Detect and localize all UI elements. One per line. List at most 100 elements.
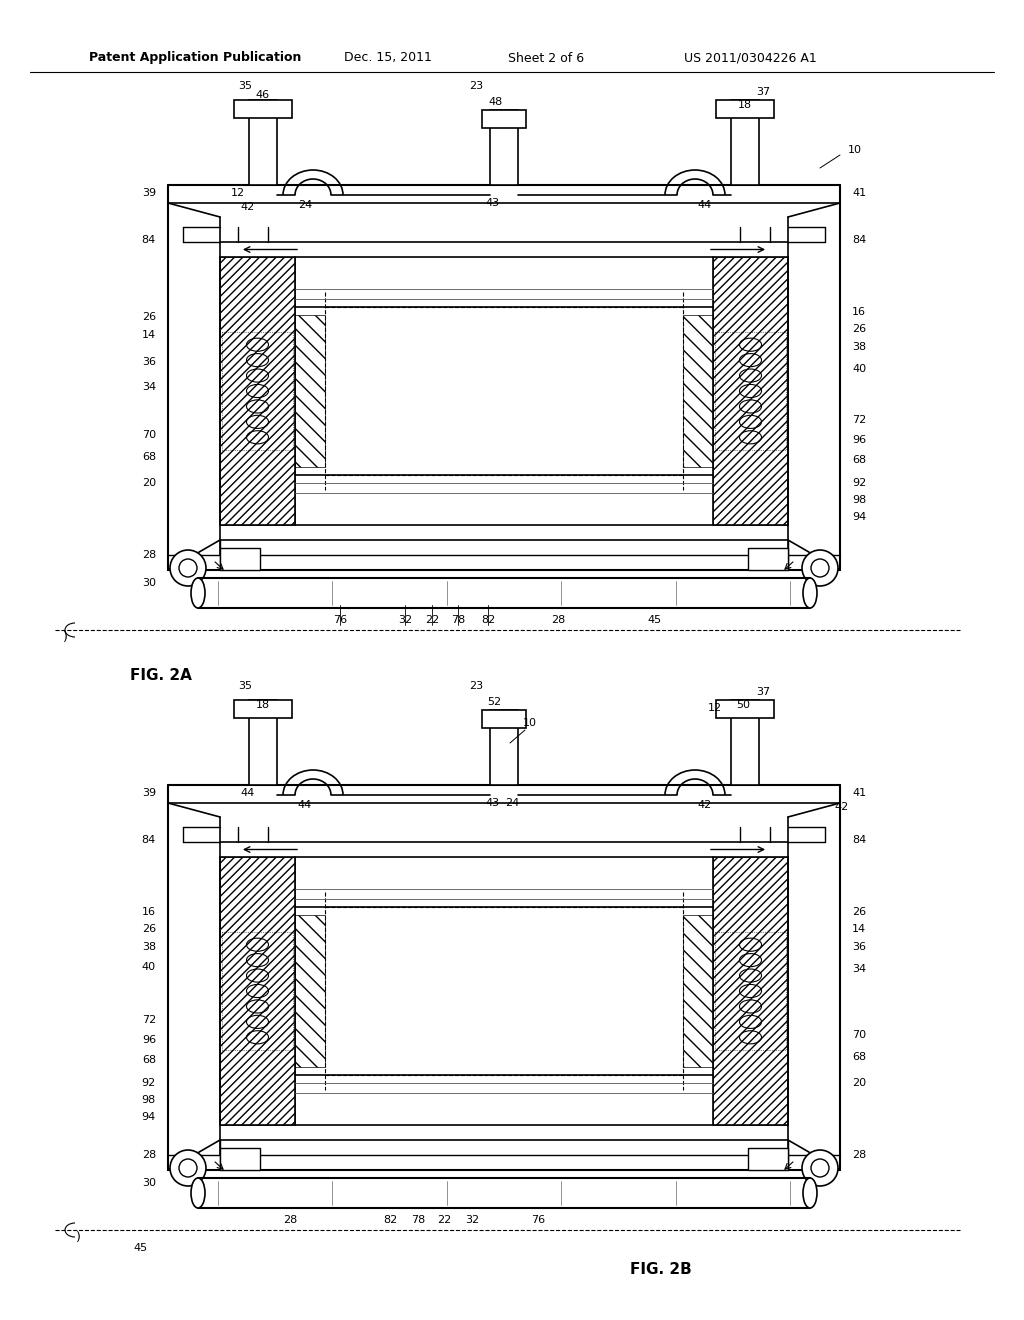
Bar [716, 700, 774, 718]
Bar [715, 932, 786, 1049]
Text: 35: 35 [238, 681, 252, 690]
Text: 44: 44 [698, 201, 712, 210]
Text: 36: 36 [852, 942, 866, 952]
Text: 84: 84 [141, 836, 156, 845]
Text: 94: 94 [141, 1111, 156, 1122]
Text: 84: 84 [852, 235, 866, 246]
Text: 52: 52 [487, 697, 501, 708]
Text: 30: 30 [142, 578, 156, 587]
Text: 45: 45 [648, 615, 663, 624]
Text: 72: 72 [852, 414, 866, 425]
Bar [249, 100, 278, 185]
Text: 35: 35 [238, 81, 252, 91]
Text: 98: 98 [141, 1096, 156, 1105]
Bar [222, 932, 293, 1049]
Text: 28: 28 [141, 1150, 156, 1160]
Text: 94: 94 [852, 512, 866, 521]
Bar [220, 1148, 260, 1170]
Text: 96: 96 [852, 436, 866, 445]
Text: FIG. 2A: FIG. 2A [130, 668, 191, 682]
Bar [490, 710, 518, 785]
Text: 34: 34 [142, 381, 156, 392]
Text: 46: 46 [256, 90, 270, 100]
Bar [295, 915, 325, 1067]
Bar [748, 1148, 788, 1170]
Bar [482, 710, 526, 729]
Text: 76: 76 [530, 1214, 545, 1225]
Text: 72: 72 [141, 1015, 156, 1026]
Text: 44: 44 [298, 800, 312, 810]
Bar [683, 915, 713, 1067]
Ellipse shape [170, 1150, 206, 1185]
Text: 37: 37 [756, 686, 770, 697]
Text: 84: 84 [852, 836, 866, 845]
Text: 23: 23 [469, 81, 483, 91]
Bar [482, 110, 526, 128]
Ellipse shape [802, 550, 838, 586]
Text: 24: 24 [298, 201, 312, 210]
Text: 28: 28 [551, 615, 565, 624]
Text: 78: 78 [451, 615, 465, 624]
Text: 32: 32 [465, 1214, 479, 1225]
Bar [295, 315, 325, 467]
Text: 42: 42 [241, 202, 255, 213]
Text: 82: 82 [383, 1214, 397, 1225]
Text: 42: 42 [698, 800, 712, 810]
Text: 20: 20 [852, 1078, 866, 1088]
Text: 32: 32 [398, 615, 412, 624]
Text: 42: 42 [834, 803, 848, 812]
Text: 39: 39 [142, 187, 156, 198]
Text: 26: 26 [852, 907, 866, 917]
Text: 39: 39 [142, 788, 156, 799]
Text: 22: 22 [425, 615, 439, 624]
Bar [234, 100, 292, 117]
Text: 22: 22 [437, 1214, 452, 1225]
Text: 14: 14 [852, 924, 866, 935]
Text: 28: 28 [283, 1214, 297, 1225]
Text: 20: 20 [142, 478, 156, 488]
Text: 50: 50 [736, 700, 750, 710]
Ellipse shape [191, 578, 205, 609]
Bar [713, 857, 788, 1125]
Ellipse shape [803, 1177, 817, 1208]
Bar [716, 100, 774, 117]
Text: 30: 30 [142, 1177, 156, 1188]
Ellipse shape [803, 578, 817, 609]
Text: 82: 82 [481, 615, 496, 624]
Text: US 2011/0304226 A1: US 2011/0304226 A1 [684, 51, 816, 65]
Text: 24: 24 [505, 799, 519, 808]
Ellipse shape [802, 1150, 838, 1185]
Text: ): ) [76, 1232, 81, 1245]
Text: 12: 12 [708, 704, 722, 713]
Bar [220, 548, 260, 570]
Text: 44: 44 [241, 788, 255, 799]
Text: 10: 10 [848, 145, 862, 154]
Text: ): ) [62, 631, 68, 644]
Bar [731, 100, 759, 185]
Text: 12: 12 [231, 187, 245, 198]
Text: 16: 16 [142, 907, 156, 917]
Text: 96: 96 [142, 1035, 156, 1045]
Text: Sheet 2 of 6: Sheet 2 of 6 [508, 51, 584, 65]
Bar [731, 700, 759, 785]
Bar [490, 110, 518, 185]
Text: 45: 45 [133, 1243, 147, 1253]
Text: 26: 26 [852, 323, 866, 334]
Text: 48: 48 [488, 96, 503, 107]
Text: 38: 38 [852, 342, 866, 352]
Text: 14: 14 [142, 330, 156, 341]
Text: 98: 98 [852, 495, 866, 506]
Text: 23: 23 [469, 681, 483, 690]
Text: 37: 37 [756, 87, 770, 96]
Text: 68: 68 [142, 1055, 156, 1065]
Ellipse shape [170, 550, 206, 586]
Bar [683, 315, 713, 467]
Text: 26: 26 [142, 312, 156, 322]
Text: 18: 18 [738, 100, 752, 110]
Text: 68: 68 [142, 451, 156, 462]
Text: 18: 18 [256, 700, 270, 710]
Text: 78: 78 [411, 1214, 425, 1225]
Bar [748, 548, 788, 570]
Text: 68: 68 [852, 1052, 866, 1063]
Text: 41: 41 [852, 187, 866, 198]
